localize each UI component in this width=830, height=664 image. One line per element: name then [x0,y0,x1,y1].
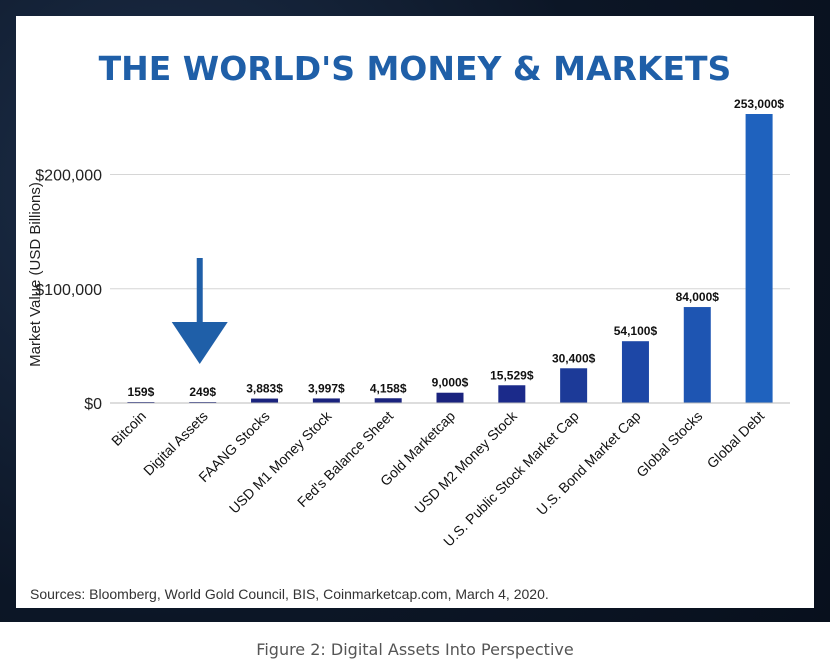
bar [312,398,340,403]
bar [498,385,526,403]
category-label: Global Debt [704,408,768,472]
y-axis-label: Market Value (USD Billions) [27,182,44,367]
value-label: 3,883$ [246,382,283,396]
value-label: 249$ [189,385,216,399]
source-note: Sources: Bloomberg, World Gold Council, … [30,586,549,602]
chart-title: THE WORLD'S MONEY & MARKETS [99,49,732,88]
chart-card: THE WORLD'S MONEY & MARKETS $0 $100,000 $20… [16,16,814,608]
value-label: 253,000$ [734,97,784,111]
figure-caption: Figure 2: Digital Assets Into Perspectiv… [256,640,574,659]
annotation-arrow-head [171,322,228,364]
value-label: 9,000$ [432,376,469,390]
category-label: USD M1 Money Stock [226,407,335,516]
bar [560,368,588,403]
bar [683,307,711,403]
value-label: 84,000$ [676,290,720,304]
value-label: 3,997$ [308,381,345,395]
category-label: Bitcoin [108,408,149,449]
bar [251,398,279,403]
value-label: 159$ [128,385,155,399]
category-label: U.S. Bond Market Cap [533,408,644,519]
bar [374,398,402,403]
category-label: USD M2 Money Stock [411,407,520,516]
y-tick-label: $200,000 [35,168,102,185]
bar [621,341,649,403]
y-tick-label: $100,000 [35,282,102,299]
category-label: Global Stocks [633,408,705,480]
bar [745,114,773,403]
value-label: 54,100$ [614,324,658,338]
bar [436,392,464,403]
y-tick-label: $0 [84,396,102,413]
value-label: 4,158$ [370,381,407,395]
bar-chart: THE WORLD'S MONEY & MARKETS $0 $100,000 $20… [27,49,790,602]
annotation-arrow-shaft [196,258,203,328]
value-label: 15,529$ [490,368,534,382]
value-label: 30,400$ [552,351,596,365]
